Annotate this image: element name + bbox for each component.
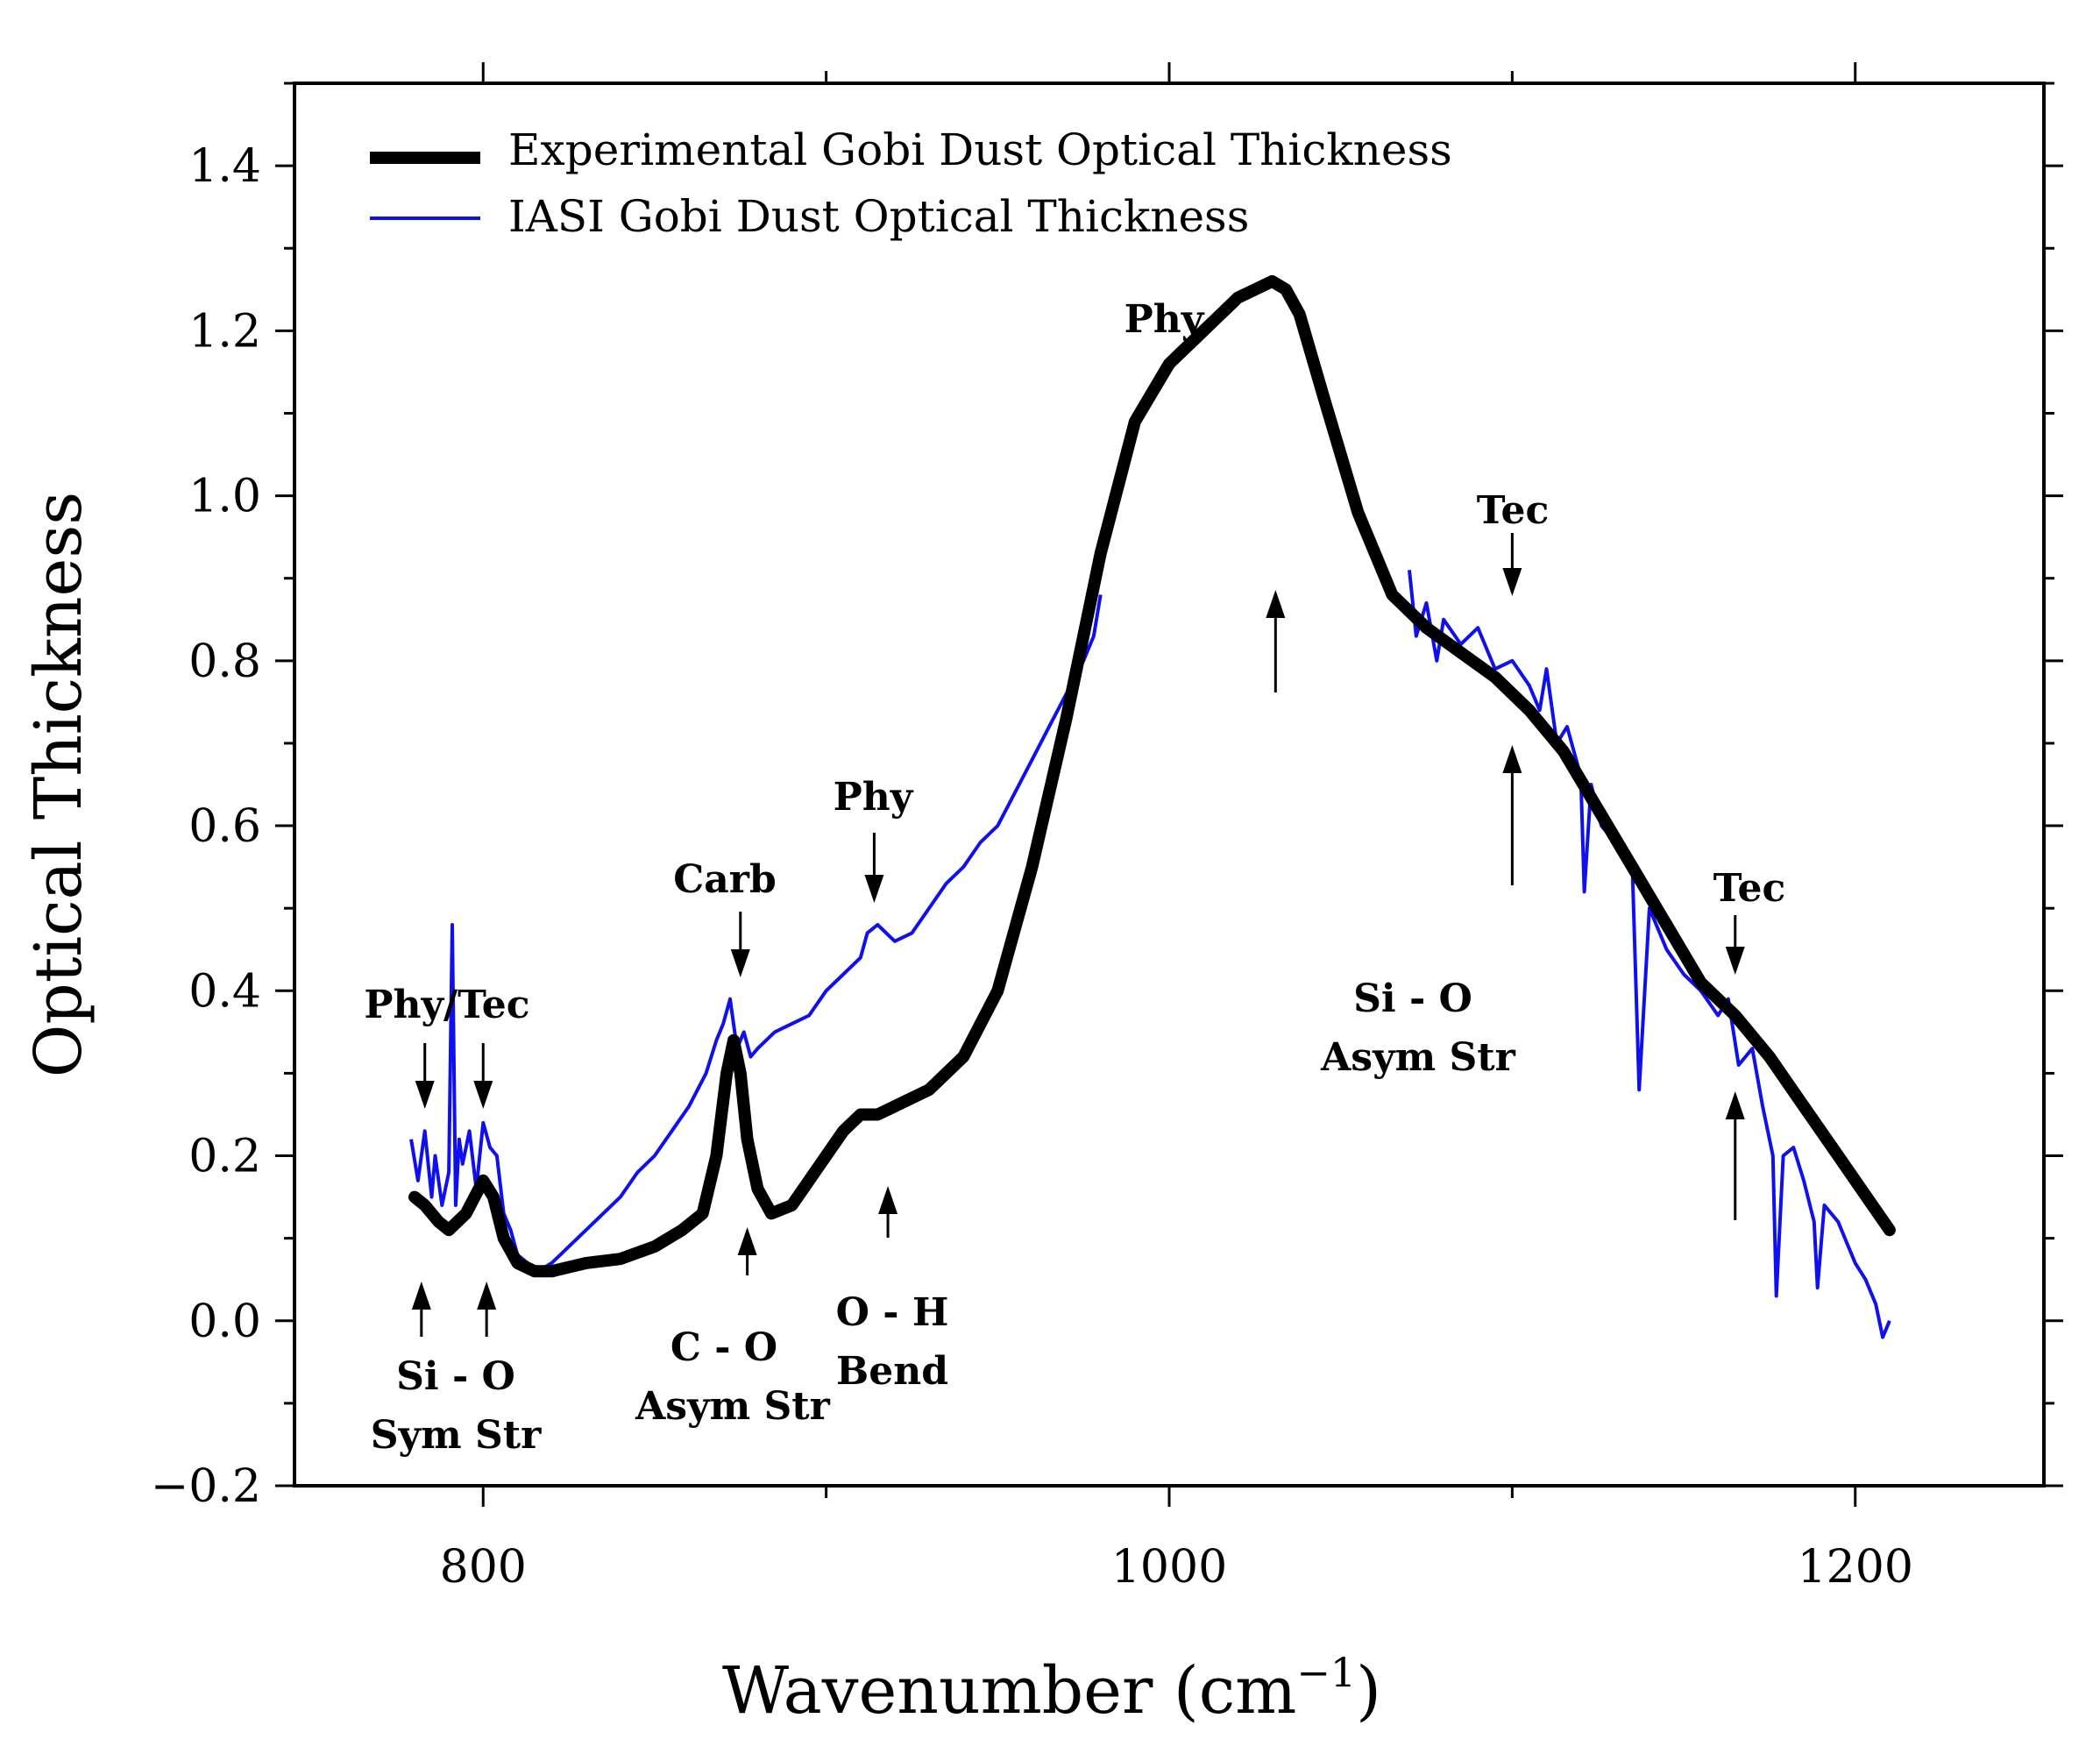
up-arrow-icon	[411, 1282, 431, 1337]
up-arrow-icon	[1502, 745, 1522, 885]
series-line-iasi-segment-2	[1408, 570, 1891, 1339]
down-arrow-icon	[1725, 915, 1745, 975]
annotation-si-o-sym-1: Si - O	[396, 1354, 515, 1399]
y-tick-labels: −0.2 0.0 0.2 0.4 0.6 0.8 1.0 1.2 1.4	[151, 140, 261, 1513]
annotation-tec-right: Tec	[1713, 866, 1785, 911]
x-tick-label: 800	[440, 1541, 527, 1594]
annotation-arrows	[411, 533, 1745, 1337]
annotation-c-o-2: Asym Str	[635, 1384, 830, 1429]
down-arrow-icon	[415, 1043, 435, 1109]
series-line-experimental	[408, 274, 1896, 1278]
x-tick-label: 1200	[1798, 1541, 1913, 1594]
y-tick-label: 0.8	[188, 636, 261, 688]
series-line-iasi-segment-1	[409, 594, 1103, 1274]
up-arrow-icon	[1266, 590, 1286, 692]
x-axis-title: Wavenumber (cm−1)	[722, 1649, 1381, 1729]
up-arrow-icon	[878, 1186, 898, 1238]
y-axis-title: Optical Thickness	[21, 492, 96, 1078]
annotation-phy-tec: Phy/Tec	[364, 983, 529, 1027]
series-layer	[408, 274, 1896, 1339]
down-arrow-icon	[864, 833, 884, 903]
legend-label-iasi: IASI Gobi Dust Optical Thickness	[508, 191, 1249, 242]
down-arrow-icon	[730, 912, 750, 977]
y-tick-label: 1.2	[188, 305, 261, 358]
up-arrow-icon	[1725, 1091, 1745, 1220]
x-tick-label: 1000	[1111, 1541, 1227, 1594]
x-axis-title-main: Wavenumber (cm	[722, 1653, 1296, 1729]
annotation-si-o-asym-2: Asym Str	[1320, 1035, 1515, 1080]
y-tick-label: −0.2	[151, 1460, 261, 1513]
annotation-tec-mid: Tec	[1477, 488, 1549, 533]
annotation-phy-low: Phy	[834, 775, 914, 820]
annotation-labels: Phy/Tec Carb Phy Phy Tec Tec Si - O Sym …	[364, 297, 1785, 1458]
annotation-phy-peak: Phy	[1124, 297, 1205, 342]
y-tick-label: 0.6	[188, 800, 261, 853]
x-axis-title-close: )	[1356, 1653, 1381, 1729]
up-arrow-icon	[737, 1227, 757, 1275]
annotation-si-o-asym-1: Si - O	[1353, 976, 1472, 1021]
x-tick-labels: 800 1000 1200	[440, 1541, 1913, 1594]
y-tick-label: 0.0	[188, 1296, 261, 1348]
down-arrow-icon	[473, 1043, 493, 1109]
legend: Experimental Gobi Dust Optical Thickness…	[370, 124, 1452, 242]
annotation-o-h-1: O - H	[836, 1290, 949, 1335]
annotation-si-o-sym-2: Sym Str	[371, 1413, 542, 1458]
annotation-o-h-2: Bend	[836, 1349, 948, 1394]
legend-label-experimental: Experimental Gobi Dust Optical Thickness	[508, 124, 1452, 175]
annotation-c-o-1: C - O	[670, 1325, 777, 1370]
x-axis-title-exponent: −1	[1296, 1649, 1356, 1696]
y-tick-label: 0.4	[188, 965, 261, 1018]
axis-ticks	[275, 62, 2063, 1507]
y-tick-label: 1.0	[188, 471, 261, 523]
y-tick-label: 0.2	[188, 1131, 261, 1183]
y-tick-label: 1.4	[188, 140, 261, 193]
up-arrow-icon	[477, 1282, 497, 1337]
down-arrow-icon	[1502, 533, 1522, 596]
annotation-carb: Carb	[673, 857, 776, 902]
